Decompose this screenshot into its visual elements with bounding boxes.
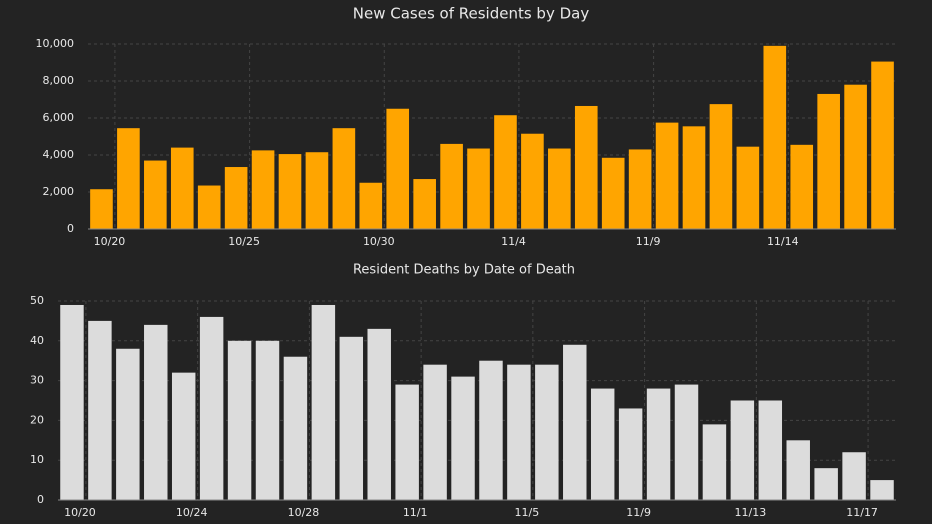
bar <box>844 84 867 229</box>
x-tick-label: 10/25 <box>228 235 260 248</box>
bar <box>870 480 894 500</box>
bar <box>590 388 615 500</box>
bar <box>601 157 625 229</box>
bar <box>758 400 783 500</box>
bar <box>367 328 391 500</box>
y-tick-label: 40 <box>30 334 44 347</box>
bar <box>117 128 140 229</box>
bar <box>817 93 840 229</box>
bar <box>339 336 364 500</box>
y-tick-label: 30 <box>30 374 44 387</box>
y-tick-label: 0 <box>67 222 74 235</box>
bar <box>814 468 838 500</box>
bar <box>251 150 275 229</box>
bar <box>674 384 699 500</box>
bar <box>255 340 280 500</box>
bar <box>386 108 410 229</box>
bar <box>144 160 167 229</box>
bar <box>790 144 814 229</box>
x-tick-label: 10/30 <box>363 235 395 248</box>
bar <box>507 364 531 500</box>
bar <box>305 152 329 229</box>
bar <box>171 372 196 500</box>
bar <box>197 185 221 229</box>
bar <box>494 115 517 229</box>
bar <box>574 105 598 229</box>
x-tick-label: 11/1 <box>403 506 428 519</box>
x-tick-label: 11/4 <box>501 235 526 248</box>
bar <box>730 400 755 500</box>
bar <box>224 167 248 229</box>
bar <box>278 154 302 229</box>
y-tick-label: 0 <box>37 493 44 506</box>
bar <box>655 122 679 229</box>
bar <box>563 344 587 500</box>
bar <box>170 147 194 229</box>
bar <box>88 320 112 500</box>
x-tick-label: 11/17 <box>846 506 878 519</box>
x-tick-label: 11/13 <box>735 506 767 519</box>
bar <box>395 384 419 500</box>
bar <box>548 148 571 229</box>
bar <box>871 61 894 230</box>
bar <box>709 104 733 229</box>
bar <box>90 189 113 229</box>
bar <box>646 388 671 500</box>
bar <box>332 128 356 229</box>
bar <box>628 149 652 229</box>
y-tick-label: 10,000 <box>36 37 75 50</box>
x-tick-label: 10/24 <box>176 506 208 519</box>
bar <box>423 364 447 500</box>
bar <box>763 45 787 229</box>
bar <box>467 148 490 229</box>
x-tick-label: 10/28 <box>288 506 320 519</box>
bar <box>535 364 559 500</box>
x-tick-label: 11/5 <box>515 506 540 519</box>
chart-title: Resident Deaths by Date of Death <box>353 263 575 278</box>
y-tick-label: 8,000 <box>43 74 75 87</box>
bar <box>413 179 436 229</box>
bar <box>227 340 252 500</box>
bar <box>736 146 760 229</box>
bar <box>702 424 727 500</box>
y-tick-label: 20 <box>30 413 44 426</box>
x-tick-label: 11/9 <box>636 235 661 248</box>
y-tick-label: 50 <box>30 294 44 307</box>
y-tick-label: 4,000 <box>43 148 75 161</box>
bar <box>359 182 383 229</box>
bar <box>199 316 224 500</box>
bar <box>60 304 84 500</box>
x-tick-label: 10/20 <box>94 235 126 248</box>
bar <box>479 360 503 500</box>
bar <box>440 143 463 229</box>
bar <box>842 452 866 500</box>
x-tick-label: 11/14 <box>767 235 799 248</box>
y-tick-label: 6,000 <box>43 111 75 124</box>
bar <box>144 324 168 500</box>
bar <box>521 133 544 229</box>
y-tick-label: 10 <box>30 453 44 466</box>
chart-title: New Cases of Residents by Day <box>353 5 590 23</box>
bar <box>283 356 308 500</box>
bar <box>311 304 336 500</box>
bar <box>618 408 643 500</box>
bar <box>116 348 140 500</box>
x-tick-label: 10/20 <box>64 506 96 519</box>
bar <box>682 126 706 229</box>
x-tick-label: 11/9 <box>626 506 651 519</box>
bar <box>451 376 475 500</box>
bar <box>786 440 810 500</box>
y-tick-label: 2,000 <box>43 185 75 198</box>
